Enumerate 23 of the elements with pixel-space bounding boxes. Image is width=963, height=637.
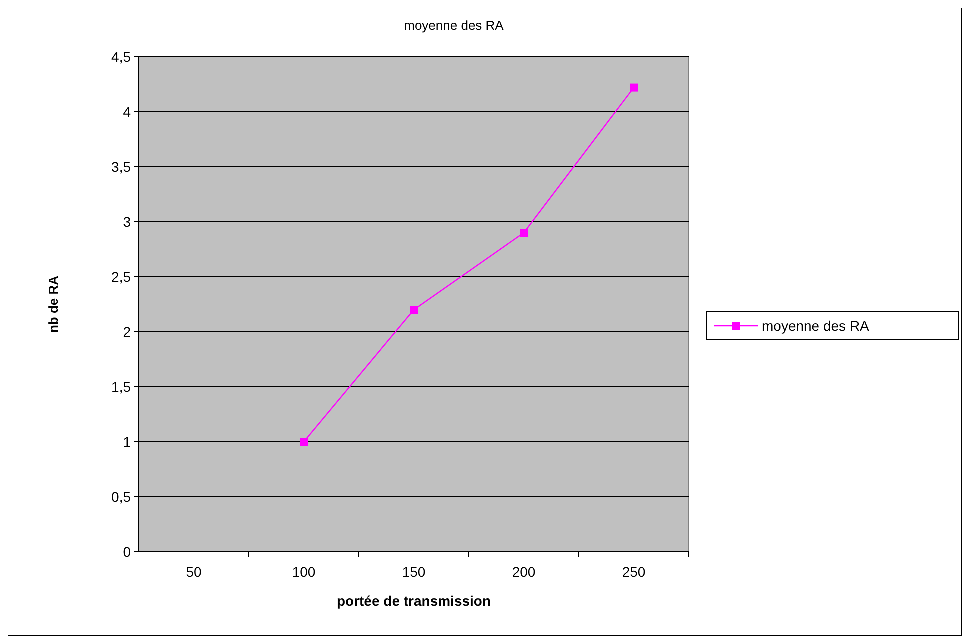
y-tick-label: 0 bbox=[123, 544, 132, 560]
point bbox=[410, 306, 418, 314]
y-tick-label: 3,5 bbox=[112, 159, 132, 175]
y-tick-label: 1 bbox=[123, 434, 132, 450]
x-tick-label: 200 bbox=[512, 564, 536, 580]
point bbox=[520, 229, 528, 237]
y-tick-label: 2 bbox=[123, 324, 132, 340]
legend-label: moyenne des RA bbox=[762, 318, 870, 334]
x-tick-label: 150 bbox=[402, 564, 426, 580]
y-tick-label: 4,5 bbox=[112, 49, 132, 65]
point bbox=[630, 84, 638, 92]
chart-title: moyenne des RA bbox=[404, 18, 504, 33]
x-tick-label: 50 bbox=[186, 564, 202, 580]
y-tick-label: 3 bbox=[123, 214, 132, 230]
y-tick-label: 2,5 bbox=[112, 269, 132, 285]
y-axis-title: nb de RA bbox=[46, 275, 61, 334]
point bbox=[300, 438, 308, 446]
x-tick-label: 250 bbox=[622, 564, 646, 580]
y-tick-label: 1,5 bbox=[112, 379, 132, 395]
x-tick-label: 100 bbox=[292, 564, 316, 580]
y-tick-label: 4 bbox=[123, 104, 132, 120]
y-tick-label: 0,5 bbox=[112, 489, 132, 505]
x-axis-title: portée de transmission bbox=[336, 593, 492, 609]
